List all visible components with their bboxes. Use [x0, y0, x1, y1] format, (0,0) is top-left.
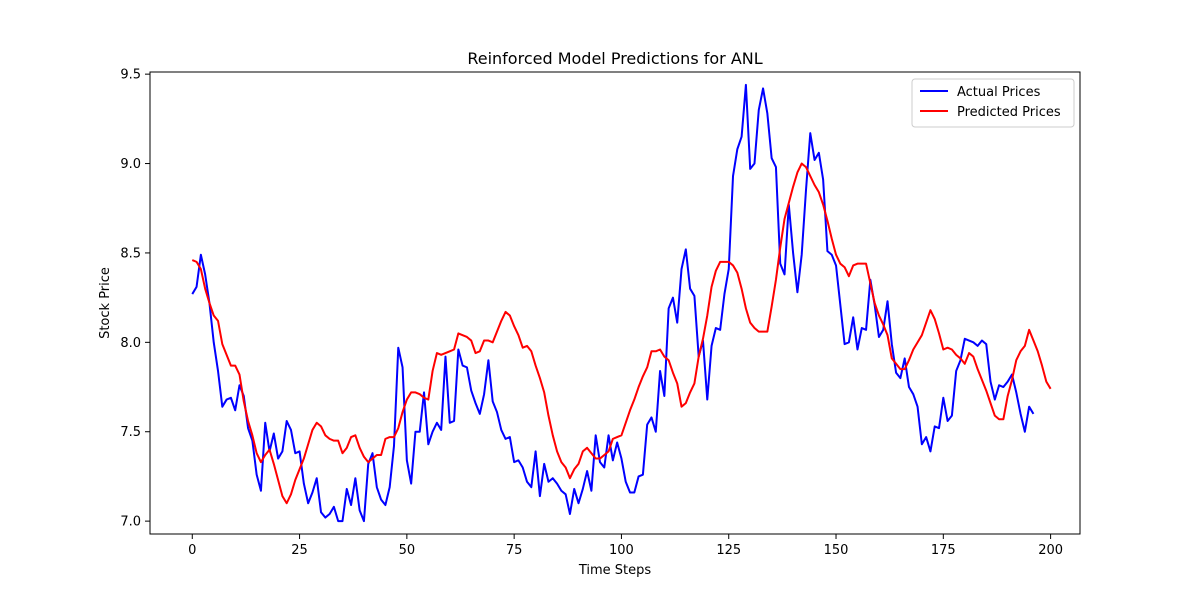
y-axis-label: Stock Price	[98, 267, 113, 339]
plot-frame	[149, 71, 1081, 535]
y-tick-label: 9.0	[120, 157, 141, 172]
x-tick-label: 175	[931, 543, 956, 558]
series-line-predicted-prices	[191, 162, 1052, 505]
legend-label-predicted: Predicted Prices	[957, 105, 1061, 120]
plot-layer	[191, 83, 1052, 523]
x-tick-label: 50	[399, 543, 416, 558]
x-tick-label: 150	[824, 543, 849, 558]
y-tick-label: 8.0	[120, 336, 141, 351]
legend: Actual Prices Predicted Prices	[911, 78, 1075, 128]
chart-title: Reinforced Model Predictions for ANL	[467, 49, 762, 68]
y-tick-label: 8.5	[120, 246, 141, 261]
x-tick-label: 100	[609, 543, 634, 558]
legend-box	[911, 78, 1075, 128]
x-tick-label: 200	[1038, 543, 1063, 558]
legend-label-actual: Actual Prices	[957, 85, 1041, 100]
x-tick-label: 75	[506, 543, 523, 558]
y-tick-label: 7.5	[120, 425, 141, 440]
x-axis-label: Time Steps	[578, 563, 652, 578]
ticks-layer: 0 25 50 75 100 125 150 175 200 7.0 7.5 8.0 8.5 9.0 9.5	[120, 68, 1063, 558]
y-tick-label: 7.0	[120, 515, 141, 530]
y-tick-label: 9.5	[120, 68, 141, 83]
series-line-actual-prices	[191, 83, 1035, 523]
x-tick-label: 125	[716, 543, 741, 558]
x-tick-label: 0	[188, 543, 196, 558]
x-tick-label: 25	[291, 543, 308, 558]
